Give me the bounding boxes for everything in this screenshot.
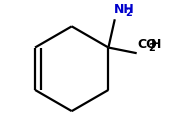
Text: 2: 2 (148, 43, 155, 53)
Text: H: H (151, 38, 162, 51)
Text: NH: NH (114, 3, 135, 16)
Text: CO: CO (137, 38, 157, 51)
Text: 2: 2 (125, 8, 132, 18)
